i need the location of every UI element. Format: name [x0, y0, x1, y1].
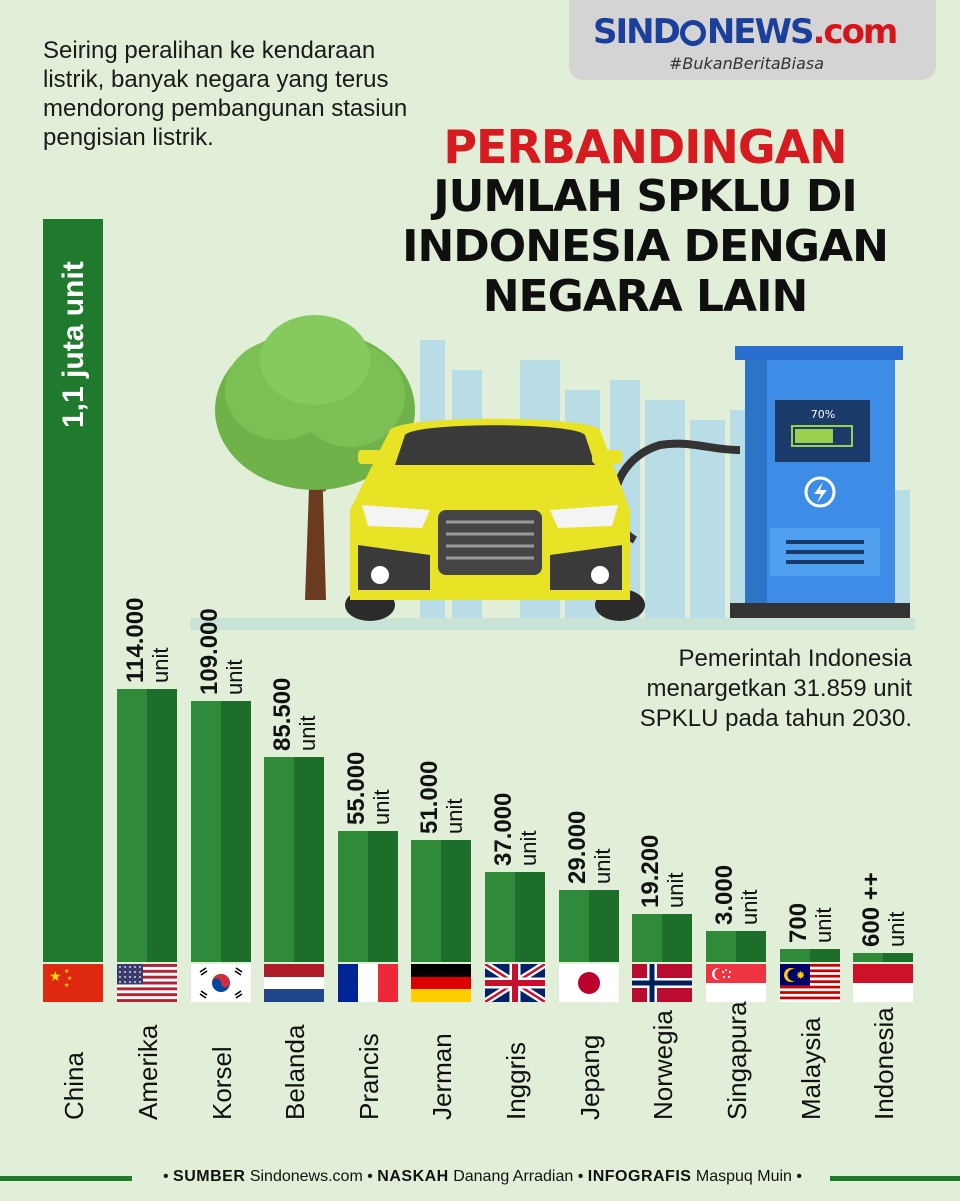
value-label-amerika: 114.000 unit — [122, 597, 173, 683]
footer-divider-right — [830, 1176, 960, 1181]
value-label-singapura: 3.000 unit — [711, 864, 762, 925]
svg-text:✸: ✸ — [796, 969, 805, 982]
brand-tagline: #BukanBeritaBiasa — [669, 54, 825, 73]
bar-malaysia — [780, 949, 840, 962]
country-label-belanda: Belanda — [280, 1024, 310, 1120]
value-label-jepang: 29.000 unit — [564, 810, 615, 884]
svg-text:★: ★ — [67, 975, 72, 982]
infographic-title: PERBANDINGAN JUMLAH SPKLU DI INDONESIA D… — [360, 122, 930, 322]
title-line-3: INDONESIA DENGAN — [402, 221, 889, 272]
france-flag-icon — [338, 964, 398, 1002]
norway-flag-icon — [632, 964, 692, 1002]
country-label-prancis: Prancis — [354, 1033, 384, 1120]
singapore-flag-icon — [706, 964, 766, 1002]
country-label-amerika: Amerika — [133, 1024, 163, 1120]
malaysia-flag-icon: ✸ — [780, 964, 840, 1002]
intro-text: Seiring peralihan ke kendaraan listrik, … — [43, 37, 408, 151]
value-label-belanda: 85.500 unit — [269, 677, 320, 751]
bar-belanda — [264, 757, 324, 962]
bar-indonesia — [853, 953, 913, 962]
country-label-norwegia: Norwegia — [648, 1010, 678, 1120]
country-label-inggris: Inggris — [501, 1041, 531, 1120]
country-label-jepang: Jepang — [575, 1034, 605, 1120]
south-korea-flag-icon — [191, 964, 251, 1002]
country-label-jerman: Jerman — [427, 1033, 457, 1120]
title-line-1: PERBANDINGAN — [443, 120, 847, 174]
bar-jepang — [559, 890, 619, 962]
bar-china — [43, 219, 103, 962]
electric-car-icon — [345, 418, 645, 621]
country-label-korsel: Korsel — [207, 1046, 237, 1120]
credits-footer: • SUMBER Sindonews.com • NASKAH Danang A… — [162, 1168, 802, 1185]
country-label-singapura: Singapura — [722, 1001, 752, 1120]
title-line-4: NEGARA LAIN — [482, 271, 809, 322]
country-label-malaysia: Malaysia — [796, 1017, 826, 1120]
value-label-korsel: 109.000 unit — [196, 608, 247, 695]
battery-level-fill — [795, 429, 833, 443]
bar-jerman — [411, 840, 471, 962]
china-flag-icon: ★ ★ ★ ★ — [43, 964, 103, 1002]
bar-singapura — [706, 931, 766, 962]
charging-station-icon: 70% — [610, 346, 910, 618]
title-line-2: JUMLAH SPKLU DI — [433, 171, 858, 222]
bar-norwegia — [632, 914, 692, 962]
indonesia-flag-icon — [853, 964, 913, 1002]
japan-flag-icon — [559, 964, 619, 1002]
netherlands-flag-icon — [264, 964, 324, 1002]
bar-inggris — [485, 872, 545, 962]
bar-prancis — [338, 831, 398, 962]
footer-divider-left — [0, 1176, 132, 1181]
value-label-prancis: 55.000 unit — [343, 751, 394, 825]
value-label-indonesia: 600 ++ unit — [858, 872, 909, 947]
tree-icon — [215, 315, 415, 600]
country-label-indonesia: Indonesia — [869, 1007, 899, 1120]
value-label-jerman: 51.000 unit — [416, 760, 467, 834]
bar-korsel — [191, 701, 251, 962]
uk-flag-icon — [485, 964, 545, 1002]
government-target-note: Pemerintah Indonesia menargetkan 31.859 … — [639, 645, 912, 732]
sindonews-logo: SIND NEWS.com — [593, 12, 898, 52]
value-label-china: 1,1 juta unit — [57, 261, 90, 428]
battery-percentage: 70% — [811, 408, 835, 421]
brand-header: SIND NEWS.com #BukanBeritaBiasa — [569, 0, 936, 80]
value-label-inggris: 37.000 unit — [490, 792, 541, 866]
value-label-norwegia: 19.200 unit — [637, 834, 688, 908]
country-label-china: China — [59, 1052, 89, 1120]
svg-text:★: ★ — [64, 982, 69, 989]
bar-amerika — [117, 689, 177, 962]
usa-flag-icon — [117, 964, 177, 1002]
svg-text:★: ★ — [49, 969, 62, 985]
ev-charging-illustration: 70% — [190, 315, 915, 630]
germany-flag-icon — [411, 964, 471, 1002]
value-label-malaysia: 700 unit — [785, 902, 836, 943]
svg-text:★: ★ — [64, 968, 69, 975]
globe-icon — [679, 20, 706, 46]
lightning-icon — [814, 482, 827, 503]
